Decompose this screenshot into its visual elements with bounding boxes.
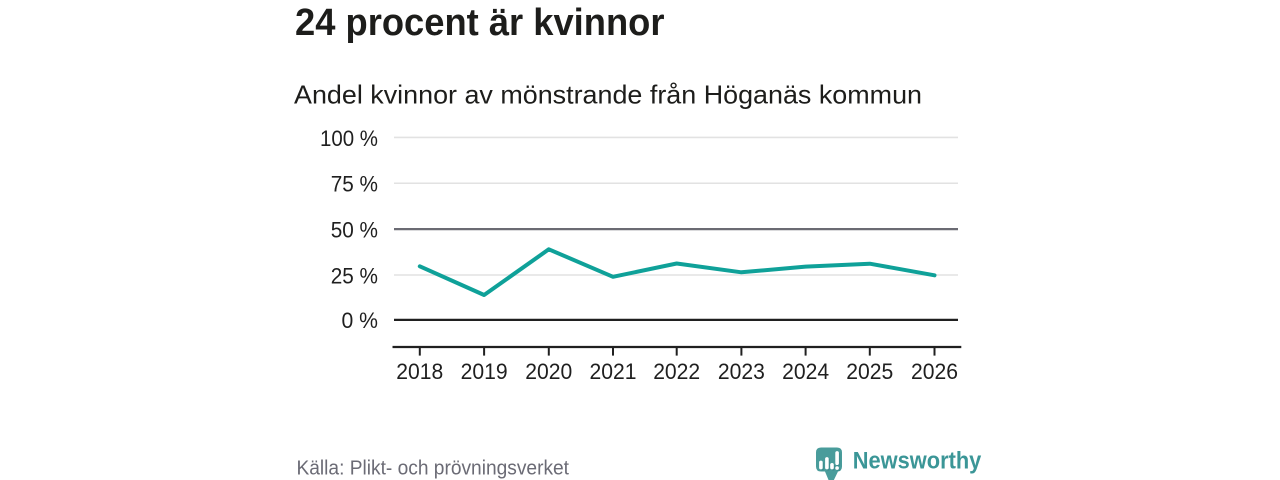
svg-text:2023: 2023 <box>718 359 765 384</box>
svg-text:Källa: Plikt- och prövningsver: Källa: Plikt- och prövningsverket <box>297 458 570 480</box>
svg-text:25 %: 25 % <box>331 263 378 288</box>
svg-text:24 procent är kvinnor: 24 procent är kvinnor <box>295 2 665 44</box>
svg-text:2025: 2025 <box>846 359 893 384</box>
svg-text:2022: 2022 <box>653 359 700 384</box>
svg-text:Andel kvinnor av mönstrande fr: Andel kvinnor av mönstrande från Höganäs… <box>294 80 922 110</box>
svg-text:2024: 2024 <box>782 359 829 384</box>
svg-text:2020: 2020 <box>525 359 572 384</box>
svg-text:2026: 2026 <box>911 359 958 384</box>
svg-text:2021: 2021 <box>590 359 637 384</box>
svg-text:50 %: 50 % <box>331 218 378 243</box>
svg-text:Newsworthy: Newsworthy <box>853 448 982 475</box>
svg-text:75 %: 75 % <box>331 172 378 197</box>
svg-text:0 %: 0 % <box>342 308 379 333</box>
svg-text:100 %: 100 % <box>320 126 378 151</box>
svg-text:2018: 2018 <box>396 359 443 384</box>
svg-text:2019: 2019 <box>461 359 508 384</box>
